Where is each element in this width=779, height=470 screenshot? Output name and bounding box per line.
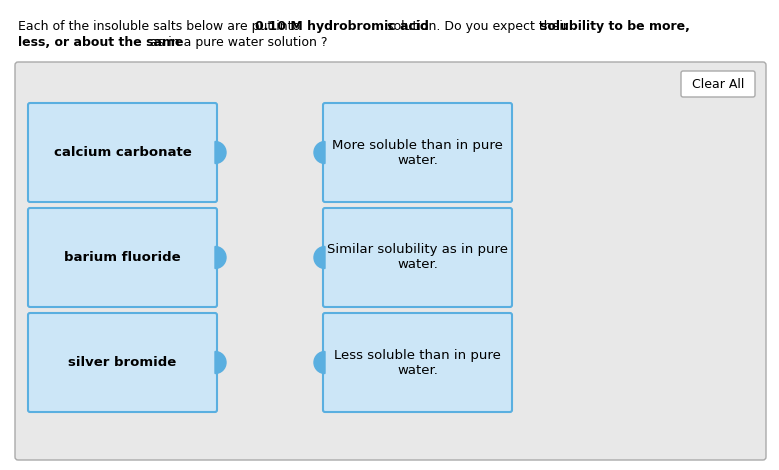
- FancyBboxPatch shape: [323, 208, 512, 307]
- Wedge shape: [314, 246, 325, 268]
- FancyBboxPatch shape: [323, 103, 512, 202]
- Text: 0.10 M hydrobromic acid: 0.10 M hydrobromic acid: [256, 20, 429, 33]
- FancyBboxPatch shape: [323, 313, 512, 412]
- Wedge shape: [314, 352, 325, 374]
- Wedge shape: [215, 141, 226, 164]
- FancyBboxPatch shape: [28, 103, 217, 202]
- Text: silver bromide: silver bromide: [69, 356, 177, 369]
- Text: barium fluoride: barium fluoride: [64, 251, 181, 264]
- Text: Clear All: Clear All: [692, 78, 744, 91]
- Text: solubility to be more,: solubility to be more,: [540, 20, 689, 33]
- Text: Similar solubility as in pure
water.: Similar solubility as in pure water.: [327, 243, 508, 272]
- FancyBboxPatch shape: [681, 71, 755, 97]
- FancyBboxPatch shape: [28, 313, 217, 412]
- FancyBboxPatch shape: [28, 208, 217, 307]
- Text: Each of the insoluble salts below are put into: Each of the insoluble salts below are pu…: [18, 20, 304, 33]
- Text: Less soluble than in pure
water.: Less soluble than in pure water.: [334, 348, 501, 376]
- Text: calcium carbonate: calcium carbonate: [54, 146, 192, 159]
- FancyBboxPatch shape: [15, 62, 766, 460]
- Wedge shape: [215, 352, 226, 374]
- Wedge shape: [215, 246, 226, 268]
- Text: More soluble than in pure
water.: More soluble than in pure water.: [332, 139, 503, 166]
- Text: as in a pure water solution ?: as in a pure water solution ?: [146, 36, 327, 49]
- Wedge shape: [314, 141, 325, 164]
- Text: solution. Do you expect their: solution. Do you expect their: [383, 20, 572, 33]
- Text: less, or about the same: less, or about the same: [18, 36, 184, 49]
